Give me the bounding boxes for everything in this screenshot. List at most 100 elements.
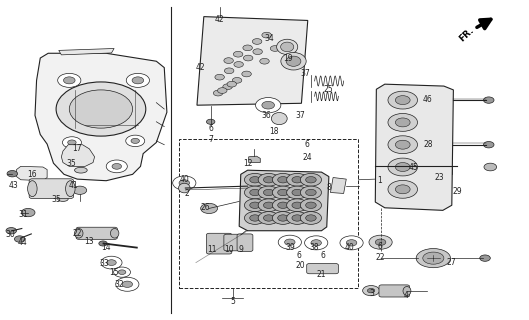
Text: 46: 46 [422, 95, 432, 104]
Text: 44: 44 [18, 238, 28, 247]
Circle shape [300, 173, 322, 186]
Circle shape [233, 51, 243, 57]
Circle shape [114, 267, 131, 277]
Circle shape [340, 236, 363, 250]
Polygon shape [16, 166, 47, 181]
Circle shape [287, 186, 308, 199]
Text: 3: 3 [369, 289, 374, 298]
Circle shape [300, 186, 322, 199]
Circle shape [346, 240, 357, 246]
Text: 28: 28 [423, 140, 433, 149]
Circle shape [252, 39, 262, 44]
Ellipse shape [271, 113, 287, 124]
Circle shape [224, 58, 233, 63]
Circle shape [21, 208, 35, 217]
Circle shape [258, 212, 279, 224]
Circle shape [395, 140, 410, 149]
Circle shape [300, 212, 322, 224]
Circle shape [278, 215, 288, 221]
Circle shape [227, 81, 236, 87]
Circle shape [287, 173, 308, 186]
Circle shape [305, 236, 328, 250]
Circle shape [243, 55, 253, 61]
Circle shape [58, 73, 81, 87]
Circle shape [484, 163, 497, 171]
Text: 40: 40 [179, 175, 189, 184]
Text: 20: 20 [296, 261, 305, 270]
Circle shape [272, 186, 294, 199]
Text: 11: 11 [207, 245, 216, 254]
Circle shape [131, 138, 140, 143]
Ellipse shape [28, 181, 37, 197]
FancyBboxPatch shape [237, 234, 253, 252]
Text: 31: 31 [19, 210, 28, 219]
Ellipse shape [416, 249, 451, 268]
Circle shape [206, 119, 215, 124]
Circle shape [287, 212, 308, 224]
Circle shape [262, 32, 271, 38]
Circle shape [200, 203, 217, 213]
Text: 24: 24 [303, 153, 313, 162]
Circle shape [73, 186, 87, 195]
Circle shape [306, 202, 316, 208]
Circle shape [258, 186, 279, 199]
Circle shape [388, 180, 417, 198]
Circle shape [126, 135, 145, 147]
Text: 18: 18 [269, 127, 279, 136]
Text: 23: 23 [435, 173, 444, 182]
Text: 41: 41 [69, 181, 78, 190]
Circle shape [375, 239, 386, 245]
Text: 6: 6 [320, 251, 325, 260]
Circle shape [367, 288, 375, 293]
Ellipse shape [58, 196, 68, 201]
Circle shape [311, 240, 322, 246]
Circle shape [278, 202, 288, 208]
Text: 7: 7 [208, 135, 213, 144]
Circle shape [263, 177, 274, 183]
Circle shape [278, 189, 288, 196]
Circle shape [278, 177, 288, 183]
Text: 6: 6 [297, 251, 302, 260]
Circle shape [306, 189, 316, 196]
Circle shape [278, 235, 302, 249]
Polygon shape [239, 170, 329, 231]
Text: 38: 38 [310, 243, 320, 252]
Circle shape [244, 199, 266, 212]
Text: 33: 33 [99, 259, 109, 268]
Text: 37: 37 [296, 111, 305, 120]
Circle shape [484, 141, 494, 148]
Text: 30: 30 [5, 230, 15, 239]
Circle shape [395, 96, 410, 105]
Circle shape [250, 215, 260, 221]
Circle shape [388, 114, 417, 131]
Text: 8: 8 [326, 183, 331, 192]
Circle shape [292, 177, 303, 183]
Circle shape [101, 256, 122, 269]
Text: 32: 32 [115, 280, 124, 289]
Ellipse shape [286, 56, 301, 66]
Polygon shape [35, 53, 167, 181]
Circle shape [272, 173, 294, 186]
Circle shape [217, 88, 227, 93]
Circle shape [6, 228, 16, 234]
Circle shape [395, 185, 410, 194]
Text: 16: 16 [28, 170, 37, 179]
Circle shape [215, 74, 224, 80]
Circle shape [242, 71, 251, 77]
Text: 35: 35 [66, 159, 76, 168]
FancyBboxPatch shape [379, 285, 409, 297]
Text: 19: 19 [284, 53, 293, 62]
FancyBboxPatch shape [206, 233, 232, 254]
Circle shape [223, 84, 232, 90]
Circle shape [112, 164, 122, 169]
Text: 27: 27 [447, 258, 457, 267]
Text: 42: 42 [215, 15, 224, 24]
Ellipse shape [277, 39, 298, 54]
Circle shape [244, 186, 266, 199]
Ellipse shape [75, 167, 87, 173]
Circle shape [63, 77, 75, 84]
Circle shape [300, 199, 322, 212]
Circle shape [306, 215, 316, 221]
FancyBboxPatch shape [224, 234, 244, 251]
Text: 42: 42 [195, 63, 205, 72]
